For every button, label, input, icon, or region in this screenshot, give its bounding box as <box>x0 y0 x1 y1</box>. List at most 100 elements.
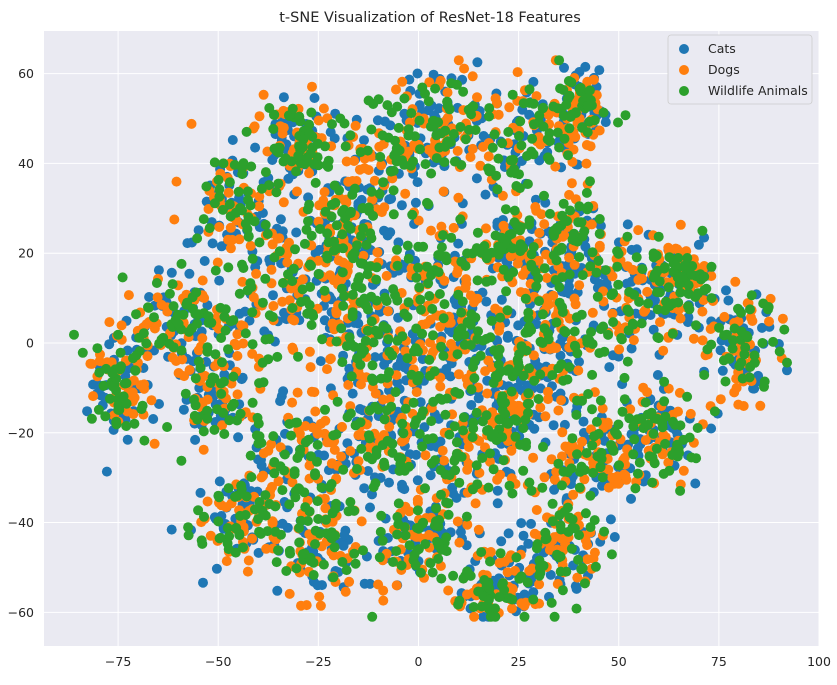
point-wildlife-animals <box>443 498 454 509</box>
point-dogs <box>494 321 505 332</box>
point-cats <box>355 404 365 414</box>
point-dogs <box>203 204 214 214</box>
point-cats <box>723 295 734 306</box>
point-dogs <box>284 295 295 306</box>
point-wildlife-animals <box>555 83 566 94</box>
point-cats <box>182 238 193 249</box>
point-wildlife-animals <box>320 141 330 152</box>
point-wildlife-animals <box>443 509 454 520</box>
point-wildlife-animals <box>571 603 582 614</box>
point-dogs <box>256 472 267 483</box>
point-wildlife-animals <box>390 387 401 398</box>
point-dogs <box>436 221 447 232</box>
point-wildlife-animals <box>195 362 206 373</box>
point-wildlife-animals <box>347 189 358 200</box>
point-wildlife-animals <box>554 142 565 153</box>
point-wildlife-animals <box>278 278 288 288</box>
point-wildlife-animals <box>368 210 378 221</box>
point-wildlife-animals <box>296 297 306 307</box>
point-wildlife-animals <box>492 184 503 195</box>
point-wildlife-animals <box>458 412 469 423</box>
point-wildlife-animals <box>411 272 422 283</box>
point-wildlife-animals <box>337 357 348 368</box>
point-wildlife-animals <box>523 307 534 318</box>
point-dogs <box>247 348 258 359</box>
point-dogs <box>223 234 234 245</box>
point-wildlife-animals <box>660 438 671 449</box>
point-wildlife-animals <box>634 457 645 468</box>
point-cats <box>309 93 320 103</box>
point-dogs <box>232 329 243 340</box>
point-wildlife-animals <box>297 284 308 295</box>
point-wildlife-animals <box>230 491 240 502</box>
point-cats <box>382 230 393 241</box>
point-dogs <box>374 141 385 152</box>
point-wildlife-animals <box>358 223 368 234</box>
point-wildlife-animals <box>260 273 271 284</box>
point-wildlife-animals <box>293 483 304 494</box>
point-wildlife-animals <box>522 179 533 189</box>
point-cats <box>571 583 582 594</box>
point-wildlife-animals <box>252 412 263 423</box>
point-wildlife-animals <box>574 201 585 212</box>
point-wildlife-animals <box>180 388 191 399</box>
point-wildlife-animals <box>399 93 410 104</box>
point-wildlife-animals <box>228 371 239 382</box>
point-wildlife-animals <box>316 482 327 493</box>
point-wildlife-animals <box>413 262 424 273</box>
point-dogs <box>480 366 491 377</box>
point-wildlife-animals <box>399 465 410 476</box>
chart-title: t-SNE Visualization of ResNet-18 Feature… <box>279 10 581 26</box>
point-dogs <box>597 403 608 414</box>
point-wildlife-animals <box>585 176 595 187</box>
point-wildlife-animals <box>528 98 539 109</box>
point-wildlife-animals <box>431 153 442 164</box>
point-wildlife-animals <box>203 311 214 322</box>
point-wildlife-animals <box>566 543 577 554</box>
point-wildlife-animals <box>545 208 555 219</box>
point-cats <box>359 483 370 494</box>
point-wildlife-animals <box>506 386 517 397</box>
point-wildlife-animals <box>368 376 379 386</box>
point-wildlife-animals <box>493 350 504 361</box>
point-wildlife-animals <box>496 242 507 253</box>
point-wildlife-animals <box>329 542 340 553</box>
point-wildlife-animals <box>307 308 318 319</box>
point-wildlife-animals <box>393 452 404 463</box>
point-wildlife-animals <box>440 125 451 136</box>
point-wildlife-animals <box>455 122 466 132</box>
point-cats <box>236 374 247 385</box>
point-cats <box>338 540 349 551</box>
point-cats <box>184 268 195 279</box>
point-wildlife-animals <box>539 263 550 274</box>
point-wildlife-animals <box>290 492 301 503</box>
point-dogs <box>698 295 709 306</box>
point-wildlife-animals <box>581 187 592 198</box>
point-wildlife-animals <box>305 556 316 566</box>
point-dogs <box>454 537 465 548</box>
point-wildlife-animals <box>591 416 602 427</box>
point-cats <box>275 396 286 407</box>
point-wildlife-animals <box>408 397 419 408</box>
point-wildlife-animals <box>556 524 566 535</box>
point-wildlife-animals <box>348 253 359 264</box>
point-wildlife-animals <box>659 376 670 387</box>
point-wildlife-animals <box>515 116 526 127</box>
point-dogs <box>536 209 547 220</box>
point-wildlife-animals <box>202 405 213 416</box>
point-wildlife-animals <box>426 270 436 281</box>
point-wildlife-animals <box>619 394 630 405</box>
point-wildlife-animals <box>287 103 298 114</box>
point-wildlife-animals <box>441 532 452 543</box>
point-wildlife-animals <box>632 468 643 479</box>
point-wildlife-animals <box>507 594 518 605</box>
point-wildlife-animals <box>737 373 748 384</box>
point-dogs <box>435 75 446 86</box>
point-dogs <box>225 222 236 233</box>
point-cats <box>392 361 403 372</box>
point-wildlife-animals <box>305 282 316 292</box>
point-dogs <box>581 158 592 169</box>
y-tick-label: 40 <box>18 156 34 171</box>
